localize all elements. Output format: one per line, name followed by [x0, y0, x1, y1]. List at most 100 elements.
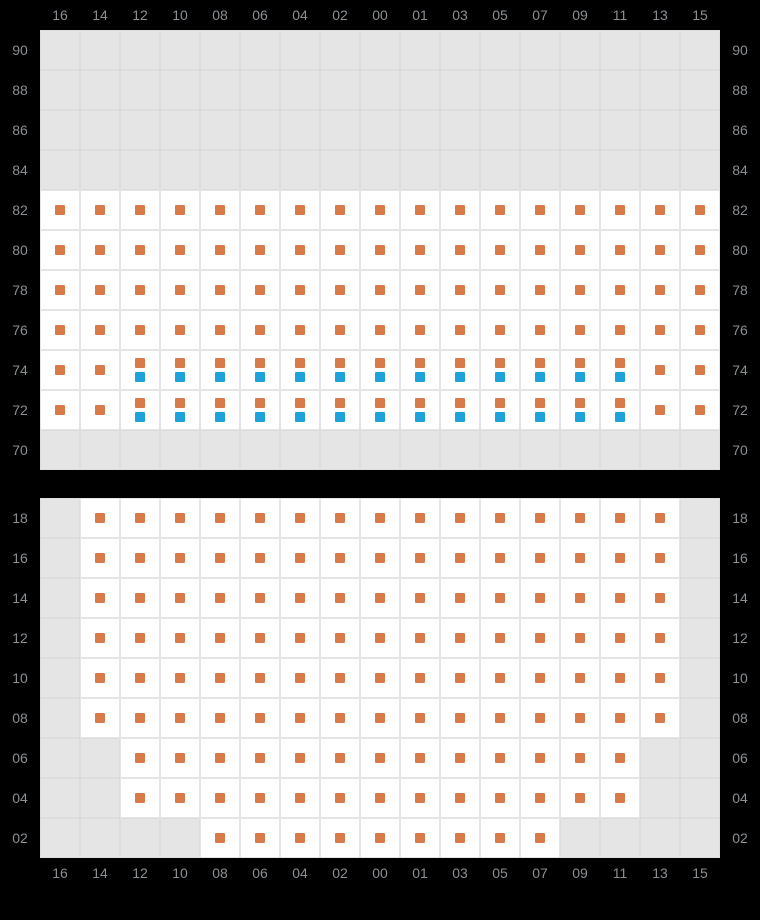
seat-cell[interactable]	[40, 310, 80, 350]
seat-cell[interactable]	[440, 738, 480, 778]
seat-cell[interactable]	[480, 738, 520, 778]
seat-cell[interactable]	[520, 498, 560, 538]
seat-cell[interactable]	[440, 818, 480, 858]
seat-cell[interactable]	[480, 618, 520, 658]
seat-cell[interactable]	[640, 270, 680, 310]
seat-cell[interactable]	[560, 350, 600, 390]
seat-cell[interactable]	[400, 778, 440, 818]
seat-cell[interactable]	[160, 190, 200, 230]
seat-cell[interactable]	[600, 778, 640, 818]
seat-cell[interactable]	[600, 498, 640, 538]
seat-cell[interactable]	[640, 698, 680, 738]
seat-cell[interactable]	[240, 698, 280, 738]
seat-cell[interactable]	[560, 270, 600, 310]
seat-cell[interactable]	[320, 310, 360, 350]
seat-cell[interactable]	[520, 778, 560, 818]
seat-cell[interactable]	[280, 618, 320, 658]
seat-cell[interactable]	[120, 270, 160, 310]
seat-cell[interactable]	[360, 498, 400, 538]
seat-cell[interactable]	[520, 390, 560, 430]
seat-cell[interactable]	[240, 230, 280, 270]
seat-cell[interactable]	[360, 578, 400, 618]
seat-cell[interactable]	[600, 578, 640, 618]
seat-cell[interactable]	[280, 390, 320, 430]
seat-cell[interactable]	[320, 618, 360, 658]
seat-cell[interactable]	[280, 578, 320, 618]
seat-cell[interactable]	[520, 190, 560, 230]
seat-cell[interactable]	[480, 818, 520, 858]
seat-cell[interactable]	[200, 658, 240, 698]
seat-cell[interactable]	[680, 310, 720, 350]
seat-cell[interactable]	[560, 538, 600, 578]
seat-cell[interactable]	[200, 738, 240, 778]
seat-cell[interactable]	[200, 190, 240, 230]
seat-cell[interactable]	[240, 350, 280, 390]
seat-cell[interactable]	[320, 578, 360, 618]
seat-cell[interactable]	[240, 618, 280, 658]
seat-cell[interactable]	[640, 230, 680, 270]
seat-cell[interactable]	[160, 658, 200, 698]
seat-cell[interactable]	[120, 190, 160, 230]
seat-cell[interactable]	[360, 230, 400, 270]
seat-cell[interactable]	[400, 310, 440, 350]
seat-cell[interactable]	[120, 738, 160, 778]
seat-cell[interactable]	[400, 270, 440, 310]
seat-cell[interactable]	[440, 618, 480, 658]
seat-cell[interactable]	[440, 778, 480, 818]
seat-cell[interactable]	[240, 310, 280, 350]
seat-cell[interactable]	[600, 390, 640, 430]
seat-cell[interactable]	[240, 498, 280, 538]
seat-cell[interactable]	[480, 390, 520, 430]
seat-cell[interactable]	[120, 778, 160, 818]
seat-cell[interactable]	[400, 738, 440, 778]
seat-cell[interactable]	[240, 778, 280, 818]
seat-cell[interactable]	[120, 310, 160, 350]
seat-cell[interactable]	[200, 578, 240, 618]
seat-cell[interactable]	[440, 578, 480, 618]
seat-cell[interactable]	[440, 390, 480, 430]
seat-cell[interactable]	[600, 270, 640, 310]
seat-cell[interactable]	[160, 538, 200, 578]
seat-cell[interactable]	[280, 190, 320, 230]
seat-cell[interactable]	[40, 190, 80, 230]
seat-cell[interactable]	[600, 738, 640, 778]
seat-cell[interactable]	[600, 310, 640, 350]
seat-cell[interactable]	[160, 698, 200, 738]
seat-cell[interactable]	[280, 350, 320, 390]
seat-cell[interactable]	[160, 230, 200, 270]
seat-cell[interactable]	[80, 230, 120, 270]
seat-cell[interactable]	[80, 390, 120, 430]
seat-cell[interactable]	[480, 658, 520, 698]
seat-cell[interactable]	[360, 698, 400, 738]
seat-cell[interactable]	[400, 618, 440, 658]
seat-cell[interactable]	[240, 658, 280, 698]
seat-cell[interactable]	[400, 698, 440, 738]
seat-cell[interactable]	[360, 658, 400, 698]
seat-cell[interactable]	[80, 538, 120, 578]
seat-cell[interactable]	[360, 618, 400, 658]
seat-cell[interactable]	[520, 230, 560, 270]
seat-cell[interactable]	[80, 310, 120, 350]
seat-cell[interactable]	[680, 390, 720, 430]
seat-cell[interactable]	[200, 230, 240, 270]
seat-cell[interactable]	[280, 778, 320, 818]
seat-cell[interactable]	[40, 350, 80, 390]
seat-cell[interactable]	[280, 538, 320, 578]
seat-cell[interactable]	[520, 310, 560, 350]
seat-cell[interactable]	[120, 230, 160, 270]
seat-cell[interactable]	[200, 698, 240, 738]
seat-cell[interactable]	[680, 350, 720, 390]
seat-cell[interactable]	[200, 538, 240, 578]
seat-cell[interactable]	[600, 350, 640, 390]
seat-cell[interactable]	[80, 618, 120, 658]
seat-cell[interactable]	[480, 190, 520, 230]
seat-cell[interactable]	[480, 270, 520, 310]
seat-cell[interactable]	[280, 738, 320, 778]
seat-cell[interactable]	[640, 190, 680, 230]
seat-cell[interactable]	[400, 230, 440, 270]
seat-cell[interactable]	[480, 578, 520, 618]
seat-cell[interactable]	[320, 698, 360, 738]
seat-cell[interactable]	[520, 658, 560, 698]
seat-cell[interactable]	[520, 618, 560, 658]
seat-cell[interactable]	[40, 270, 80, 310]
